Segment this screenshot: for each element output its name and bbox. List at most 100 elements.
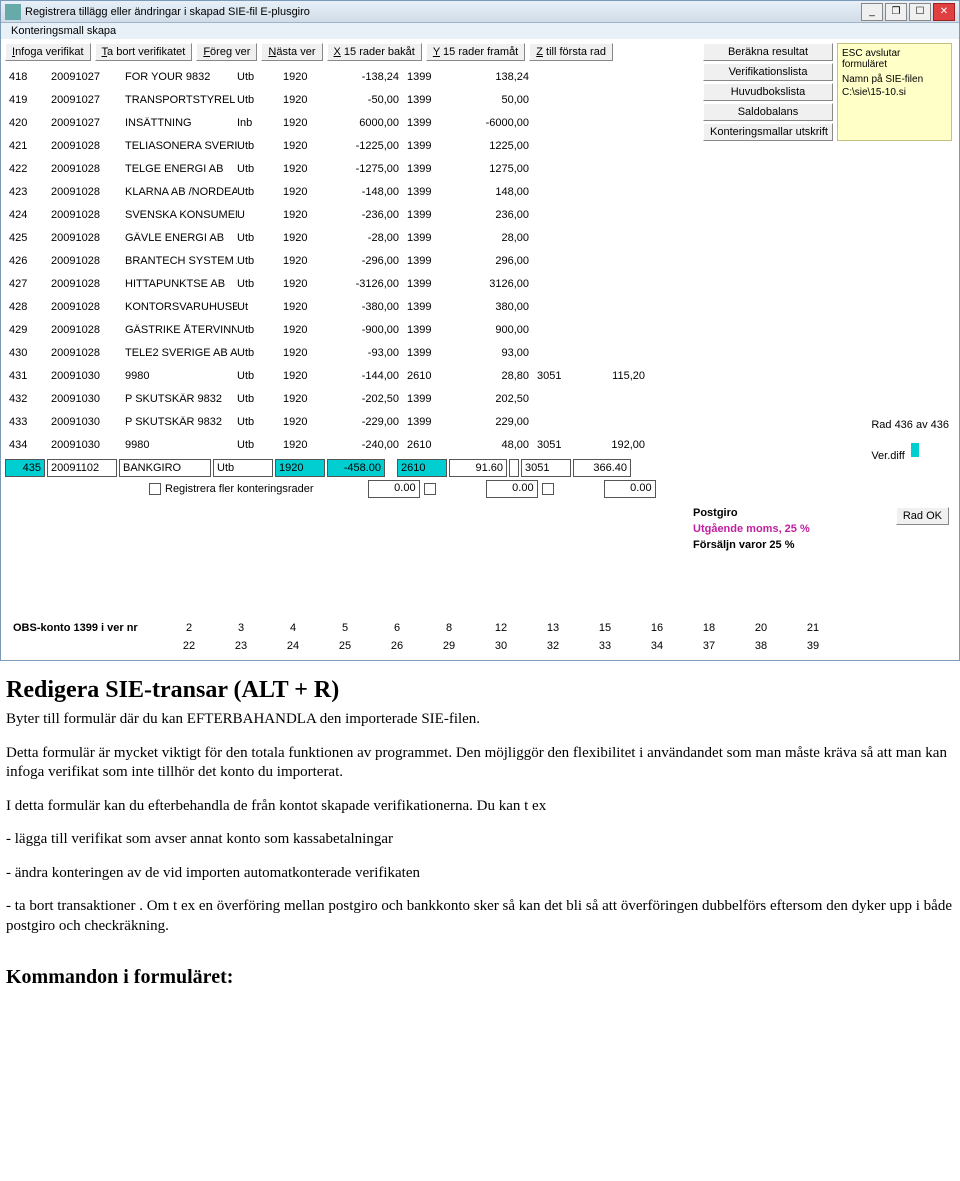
obs-number: 21 xyxy=(787,622,839,634)
obs-label: OBS-konto 1399 i ver nr xyxy=(13,622,163,652)
sie-filepath: C:\sie\15-10.si xyxy=(842,87,947,98)
obs-number: 8 xyxy=(423,622,475,634)
table-row[interactable]: 43320091030P SKUTSKÄR 9832Utb1920-229,00… xyxy=(5,410,955,433)
obs-number: 23 xyxy=(215,640,267,652)
15-bakat-button[interactable]: X 15 rader bakåt xyxy=(327,43,422,61)
extra-val3[interactable]: 0.00 xyxy=(604,480,656,498)
doc-heading: Redigera SIE-transar (ALT + R) xyxy=(6,677,954,704)
right-panel: Beräkna resultat Verifikationslista Huvu… xyxy=(703,43,953,141)
till-forsta-button[interactable]: Z till första rad xyxy=(529,43,613,61)
doc-kommandon: Kommandon i formuläret: xyxy=(6,966,954,989)
active-amt3[interactable]: 366.40 xyxy=(573,459,631,477)
postgiro-label: Postgiro xyxy=(693,507,810,519)
obs-number: 16 xyxy=(631,622,683,634)
table-row[interactable]: 42920091028GÄSTRIKE ÅTERVINNAREUtb1920-9… xyxy=(5,318,955,341)
ta-bort-verifikat-button[interactable]: Ta bort verifikatet xyxy=(95,43,193,61)
table-row[interactable]: 43220091030P SKUTSKÄR 9832Utb1920-202,50… xyxy=(5,387,955,410)
active-acc3[interactable]: 3051 xyxy=(521,459,571,477)
obs-number: 32 xyxy=(527,640,579,652)
obs-number: 20 xyxy=(735,622,787,634)
verifikationslista-button[interactable]: Verifikationslista xyxy=(703,63,833,81)
active-amt2[interactable]: 91.60 xyxy=(449,459,507,477)
obs-number: 2 xyxy=(163,622,215,634)
postgiro-block: Postgiro Utgående moms, 25 % Försäljn va… xyxy=(693,507,810,555)
table-row[interactable]: 43020091028TELE2 SVERIGE AB ATT: KUUtb19… xyxy=(5,341,955,364)
obs-number: 30 xyxy=(475,640,527,652)
obs-number: 6 xyxy=(371,622,423,634)
table-row[interactable]: 42420091028SVENSKA KONSUMENTFÖRSÄKRU1920… xyxy=(5,203,955,226)
doc-p3: I detta formulär kan du efterbehandla de… xyxy=(6,797,954,817)
client-area: IInfoga verifikatnfoga verifikat Ta bort… xyxy=(1,39,959,660)
menu-konteringsmall[interactable]: Konteringsmall skapa xyxy=(7,23,120,39)
restore-button[interactable]: ❐ xyxy=(885,3,907,21)
obs-section: OBS-konto 1399 i ver nr 2345681213151618… xyxy=(5,618,955,656)
berakna-resultat-button[interactable]: Beräkna resultat xyxy=(703,43,833,61)
doc-p2: Detta formulär är mycket viktigt för den… xyxy=(6,744,954,783)
active-date[interactable]: 20091102 xyxy=(47,459,117,477)
obs-number: 15 xyxy=(579,622,631,634)
obs-number: 26 xyxy=(371,640,423,652)
infoga-verifikat-button[interactable]: IInfoga verifikatnfoga verifikat xyxy=(5,43,91,61)
saldobalans-button[interactable]: Saldobalans xyxy=(703,103,833,121)
sie-filename-label: Namn på SIE-filen xyxy=(842,74,947,85)
right-info-box: ESC avslutar formuläret Namn på SIE-file… xyxy=(837,43,952,141)
active-amt1[interactable]: -458.00 xyxy=(327,459,385,477)
maximize-button[interactable]: ☐ xyxy=(909,3,931,21)
extra-chk2[interactable] xyxy=(542,483,554,495)
titlebar: Registrera tillägg eller ändringar i ska… xyxy=(1,1,959,23)
table-row[interactable]: 434200910309980Utb1920-240,00261048,0030… xyxy=(5,433,955,456)
obs-row-2: 22232425262930323334373839 xyxy=(163,640,839,652)
table-row[interactable]: 42620091028BRANTECH SYSTEM ABUtb1920-296… xyxy=(5,249,955,272)
obs-number: 13 xyxy=(527,622,579,634)
active-row: 435 20091102 BANKGIRO Utb 1920 -458.00 2… xyxy=(5,458,955,478)
obs-number: 5 xyxy=(319,622,371,634)
registrera-fler-label: Registrera fler konteringsrader xyxy=(165,483,314,495)
doc-p5: - ändra konteringen av de vid importen a… xyxy=(6,864,954,884)
extra-val1[interactable]: 0.00 xyxy=(368,480,420,498)
window-title: Registrera tillägg eller ändringar i ska… xyxy=(25,6,861,18)
table-row[interactable]: 42520091028GÄVLE ENERGI ABUtb1920-28,001… xyxy=(5,226,955,249)
obs-number: 3 xyxy=(215,622,267,634)
extra-val2[interactable]: 0.00 xyxy=(486,480,538,498)
15-framat-button[interactable]: Y 15 rader framåt xyxy=(426,43,525,61)
registrera-fler-checkbox[interactable] xyxy=(149,483,161,495)
active-desc[interactable]: BANKGIRO xyxy=(119,459,211,477)
verdiff: Ver.diff xyxy=(871,443,949,469)
table-row[interactable]: 431200910309980Utb1920-144,00261028,8030… xyxy=(5,364,955,387)
nasta-ver-button[interactable]: Nästa ver xyxy=(261,43,322,61)
table-row[interactable]: 42220091028TELGE ENERGI ABUtb1920-1275,0… xyxy=(5,157,955,180)
document-text: Redigera SIE-transar (ALT + R) Byter til… xyxy=(0,661,960,1005)
extra-chk1[interactable] xyxy=(424,483,436,495)
app-window: Registrera tillägg eller ändringar i ska… xyxy=(0,0,960,661)
obs-number: 29 xyxy=(423,640,475,652)
doc-p6: - ta bort transaktioner . Om t ex en öve… xyxy=(6,897,954,936)
konteringsmallar-utskrift-button[interactable]: Konteringsmallar utskrift xyxy=(703,123,833,141)
status-right: Rad 436 av 436 Ver.diff xyxy=(871,419,949,481)
table-row[interactable]: 42820091028KONTORSVARUHUSET SVERIGEUt192… xyxy=(5,295,955,318)
menubar: Konteringsmall skapa xyxy=(1,23,959,39)
huvudbokslista-button[interactable]: Huvudbokslista xyxy=(703,83,833,101)
rad-ok-button[interactable]: Rad OK xyxy=(896,507,949,525)
doc-p4: - lägga till verifikat som avser annat k… xyxy=(6,830,954,850)
foreg-ver-button[interactable]: Föreg ver xyxy=(196,43,257,61)
verdiff-indicator xyxy=(911,443,919,457)
extra-row: Registrera fler konteringsrader 0.00 0.0… xyxy=(5,480,955,498)
active-id[interactable]: 435 xyxy=(5,459,45,477)
active-acc1[interactable]: 1920 xyxy=(275,459,325,477)
obs-number: 25 xyxy=(319,640,371,652)
table-row[interactable]: 42320091028KLARNA AB /NORDEA FINANSUtb19… xyxy=(5,180,955,203)
minimize-button[interactable]: _ xyxy=(861,3,883,21)
forsaljn-label: Försäljn varor 25 % xyxy=(693,539,810,551)
obs-number: 4 xyxy=(267,622,319,634)
app-icon xyxy=(5,4,21,20)
obs-number: 37 xyxy=(683,640,735,652)
esc-hint: ESC avslutar formuläret xyxy=(842,48,947,70)
table-row[interactable]: 42720091028HITTAPUNKTSE ABUtb1920-3126,0… xyxy=(5,272,955,295)
obs-number: 38 xyxy=(735,640,787,652)
obs-number: 22 xyxy=(163,640,215,652)
active-type[interactable]: Utb xyxy=(213,459,273,477)
active-spacer1[interactable] xyxy=(509,459,519,477)
active-acc2[interactable]: 2610 xyxy=(397,459,447,477)
obs-number: 24 xyxy=(267,640,319,652)
close-button[interactable]: ✕ xyxy=(933,3,955,21)
